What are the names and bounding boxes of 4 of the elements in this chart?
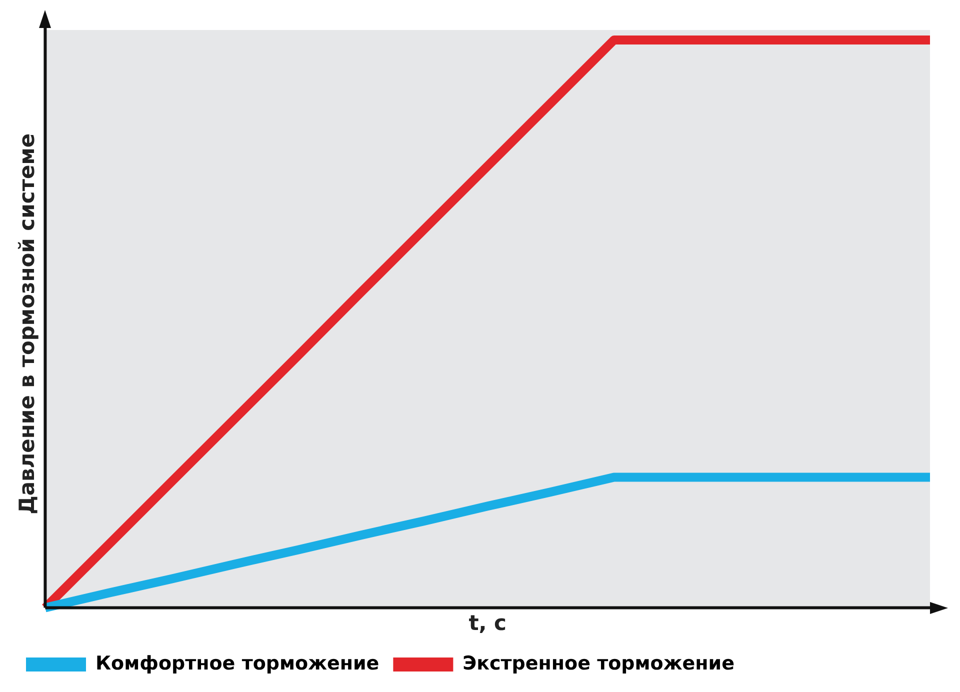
x-axis-title: t, c [468, 610, 506, 635]
legend-label: Экстренное торможение [462, 652, 734, 674]
y-axis-title: Давление в тормозной системе [15, 133, 40, 514]
legend-label: Комфортное торможение [96, 652, 380, 674]
